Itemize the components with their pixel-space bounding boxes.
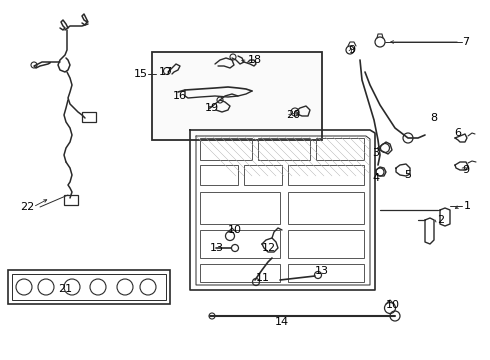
Text: 19: 19 bbox=[205, 103, 219, 113]
Text: 17: 17 bbox=[159, 67, 173, 77]
Text: 10: 10 bbox=[228, 225, 242, 235]
Bar bbox=[316, 138, 364, 160]
Text: 9: 9 bbox=[348, 45, 355, 55]
Text: 7: 7 bbox=[462, 37, 469, 47]
Text: 11: 11 bbox=[256, 273, 270, 283]
Text: 14: 14 bbox=[275, 317, 289, 327]
Text: 15: 15 bbox=[134, 69, 148, 79]
Text: 3: 3 bbox=[372, 148, 379, 158]
Text: 4: 4 bbox=[372, 173, 379, 183]
Text: 8: 8 bbox=[430, 113, 437, 123]
Bar bbox=[8, 270, 170, 304]
Text: 22: 22 bbox=[20, 202, 34, 212]
Bar bbox=[200, 138, 252, 160]
Text: 21: 21 bbox=[58, 284, 72, 294]
Text: 9: 9 bbox=[462, 165, 469, 175]
Text: 5: 5 bbox=[404, 170, 411, 180]
Bar bbox=[288, 230, 364, 258]
Bar bbox=[152, 52, 322, 140]
Text: 18: 18 bbox=[248, 55, 262, 65]
Bar bbox=[12, 274, 166, 300]
Text: 6: 6 bbox=[454, 128, 461, 138]
Text: 16: 16 bbox=[173, 91, 187, 101]
Bar bbox=[82, 112, 96, 122]
Bar bbox=[200, 165, 238, 185]
Bar bbox=[200, 230, 280, 258]
Text: 10: 10 bbox=[386, 300, 400, 310]
Text: 2: 2 bbox=[437, 215, 444, 225]
Bar bbox=[258, 138, 310, 160]
Bar bbox=[244, 165, 282, 185]
Bar bbox=[288, 165, 364, 185]
Text: 1: 1 bbox=[464, 201, 471, 211]
Text: 20: 20 bbox=[286, 110, 300, 120]
Text: 13: 13 bbox=[315, 266, 329, 276]
Bar bbox=[200, 264, 280, 282]
Text: 13: 13 bbox=[210, 243, 224, 253]
Text: 12: 12 bbox=[262, 243, 276, 253]
Bar bbox=[288, 264, 364, 282]
Bar bbox=[200, 192, 280, 224]
Bar bbox=[64, 195, 78, 205]
Bar bbox=[288, 192, 364, 224]
